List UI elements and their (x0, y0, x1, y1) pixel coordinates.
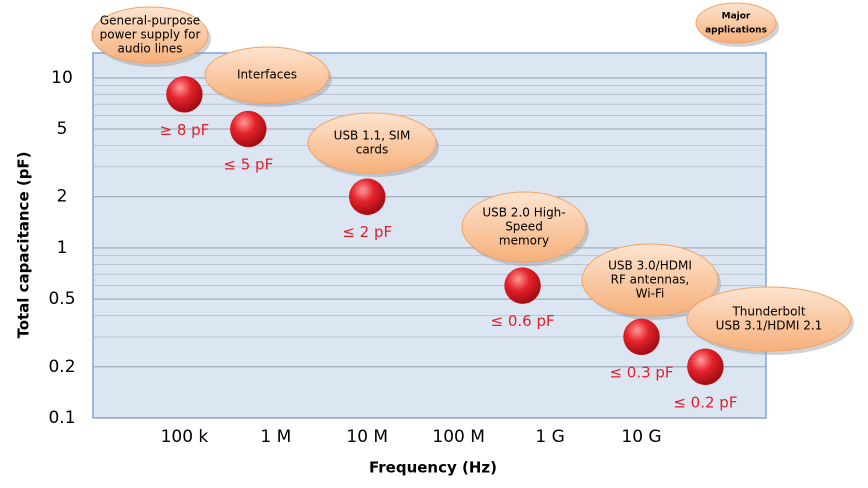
legend-title: Major (722, 12, 751, 22)
value-label: ≤ 0.6 pF (491, 312, 555, 330)
annotation: USB 2.0 High- (482, 206, 565, 220)
annotation: cards (356, 143, 389, 157)
x-tick-label: 10 G (621, 427, 661, 447)
value-label: ≤ 0.2 pF (673, 393, 737, 411)
balloon (91, 6, 209, 64)
value-label: ≥ 8 pF (160, 121, 210, 139)
y-tick-label: 0.5 (48, 289, 75, 309)
annotation: Wi-Fi (636, 287, 665, 301)
annotation: RF antennas, (611, 273, 690, 287)
y-tick-label: 1 (57, 238, 68, 258)
plot-area (92, 52, 767, 419)
balloon (686, 286, 852, 352)
annotation: Thunderbolt (731, 305, 805, 319)
x-axis-title: Frequency (Hz) (369, 459, 497, 477)
annotation: General-purpose (100, 14, 200, 28)
balloon (204, 46, 330, 104)
y-tick-label: 5 (57, 119, 68, 139)
y-tick-label: 0.2 (48, 357, 75, 377)
point (230, 110, 267, 148)
legend-box (695, 2, 777, 44)
annotation: Speed (505, 220, 543, 234)
y-axis-title: Total capacitance (pF) (15, 151, 33, 338)
x-tick-label: 100 M (432, 427, 485, 447)
y-tick-label: 0.1 (48, 408, 75, 428)
balloon (307, 112, 437, 174)
point (687, 348, 724, 386)
legend-title: applications (705, 26, 767, 36)
balloon (581, 243, 719, 317)
x-tick-label: 10 M (346, 427, 388, 447)
annotation: Interfaces (237, 68, 297, 82)
annotation: USB 3.1/HDMI 2.1 (716, 319, 823, 333)
point (623, 318, 660, 356)
annotation: power supply for (100, 28, 201, 42)
y-tick-label: 2 (57, 187, 68, 207)
balloon (461, 191, 587, 263)
value-label: ≤ 2 pF (342, 223, 392, 241)
annotation: USB 1.1, SIM (334, 129, 411, 143)
annotation: memory (499, 234, 549, 248)
point (504, 267, 541, 304)
x-tick-label: 1 M (260, 427, 291, 447)
annotation: audio lines (118, 42, 183, 56)
x-tick-label: 100 k (161, 427, 209, 447)
annotation: USB 3.0/HDMI (608, 259, 692, 273)
value-label: ≤ 5 pF (223, 156, 273, 174)
point (166, 76, 203, 113)
point (349, 178, 386, 215)
y-tick-label: 10 (51, 68, 73, 88)
value-label: ≤ 0.3 pF (609, 363, 673, 381)
x-tick-label: 1 G (535, 427, 564, 447)
